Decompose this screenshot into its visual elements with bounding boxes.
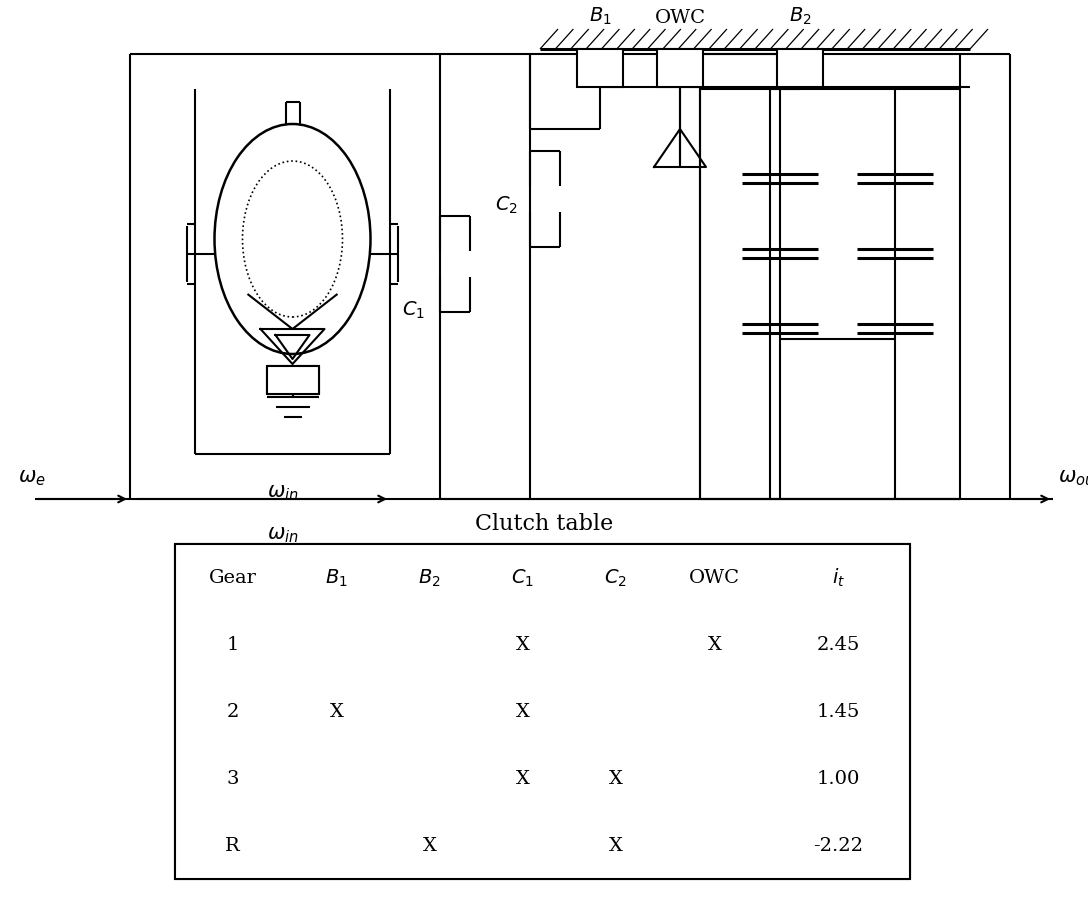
Bar — [267, 367, 319, 395]
Text: $C_1$: $C_1$ — [401, 299, 425, 321]
Bar — [657, 50, 703, 88]
Bar — [175, 545, 910, 879]
Text: X: X — [516, 703, 530, 721]
Text: X: X — [422, 836, 436, 854]
Text: $C_2$: $C_2$ — [604, 567, 627, 588]
Text: Clutch table: Clutch table — [474, 512, 614, 535]
Text: $C_2$: $C_2$ — [495, 194, 518, 216]
Text: $i_t$: $i_t$ — [832, 566, 845, 589]
Text: $\omega_e$: $\omega_e$ — [18, 468, 46, 488]
Text: 2: 2 — [226, 703, 238, 721]
Text: $B_2$: $B_2$ — [789, 5, 812, 27]
Text: 2.45: 2.45 — [817, 636, 861, 654]
Text: $\omega_{out}$: $\omega_{out}$ — [1058, 468, 1088, 488]
Text: 3: 3 — [226, 769, 238, 787]
Text: 1.45: 1.45 — [817, 703, 861, 721]
Text: X: X — [707, 636, 721, 654]
Text: X: X — [608, 769, 622, 787]
Text: $B_2$: $B_2$ — [418, 567, 441, 588]
Text: OWC: OWC — [655, 9, 705, 27]
Text: OWC: OWC — [689, 568, 740, 586]
Text: Gear: Gear — [209, 568, 257, 586]
Text: R: R — [225, 836, 239, 854]
Text: $\omega_{in}$: $\omega_{in}$ — [267, 482, 298, 502]
Text: X: X — [516, 636, 530, 654]
Text: $B_1$: $B_1$ — [325, 567, 348, 588]
Text: X: X — [608, 836, 622, 854]
Text: X: X — [330, 703, 344, 721]
Text: $B_1$: $B_1$ — [589, 5, 611, 27]
Text: -2.22: -2.22 — [814, 836, 864, 854]
Bar — [777, 50, 823, 88]
Bar — [577, 50, 623, 88]
Text: X: X — [516, 769, 530, 787]
Text: 1.00: 1.00 — [817, 769, 861, 787]
Text: $C_1$: $C_1$ — [511, 567, 534, 588]
Text: 1: 1 — [226, 636, 238, 654]
Text: $\omega_{in}$: $\omega_{in}$ — [267, 525, 298, 544]
